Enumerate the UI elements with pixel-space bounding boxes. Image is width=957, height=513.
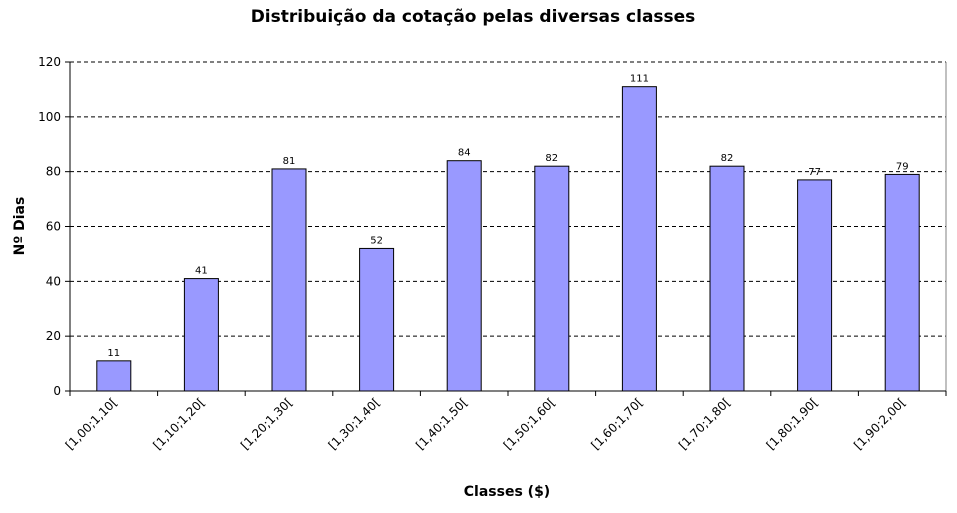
y-tick-label: 20 <box>46 329 61 343</box>
category-label: [1,40;1,50[ <box>413 395 470 452</box>
data-label: 84 <box>458 148 471 159</box>
category-label: [1,50;1,60[ <box>501 395 558 452</box>
category-label: [1,60;1,70[ <box>588 395 645 452</box>
data-label: 82 <box>721 153 734 164</box>
y-tick-label: 0 <box>53 384 61 398</box>
data-label: 41 <box>195 266 208 277</box>
category-label: [1,30;1,40[ <box>326 395 383 452</box>
y-tick-label: 100 <box>38 110 61 124</box>
category-label: [1,70;1,80[ <box>676 395 733 452</box>
bar <box>183 278 219 392</box>
bar <box>534 165 570 392</box>
bar <box>359 247 395 392</box>
category-label: [1,20;1,30[ <box>238 395 295 452</box>
bar <box>621 86 657 392</box>
data-label: 81 <box>283 156 296 167</box>
y-tick-label: 60 <box>46 220 61 234</box>
bar <box>884 173 920 392</box>
data-label: 79 <box>896 161 909 172</box>
y-tick-label: 40 <box>46 274 61 288</box>
category-label: [1,00;1,10[ <box>63 395 120 452</box>
y-tick-label: 120 <box>38 55 61 69</box>
chart-title: Distribuição da cotação pelas diversas c… <box>251 7 696 27</box>
bar <box>271 168 307 392</box>
bar <box>709 165 745 392</box>
bar <box>446 160 482 392</box>
data-label: 77 <box>808 167 821 178</box>
bar <box>797 179 833 392</box>
data-label: 52 <box>370 235 383 246</box>
y-axis-title: Nº Dias <box>12 197 28 256</box>
category-label: [1,10;1,20[ <box>150 395 207 452</box>
x-axis-title: Classes ($) <box>464 484 550 500</box>
y-tick-label: 80 <box>46 165 61 179</box>
data-label: 11 <box>107 348 120 359</box>
bar <box>96 360 132 392</box>
data-label: 111 <box>630 74 649 85</box>
category-label: [1,80;1,90[ <box>764 395 821 452</box>
category-label: [1,90;2,00[ <box>851 395 908 452</box>
plot-area: 0 20 40 60 80 100 120 11 [1,00;1,10[ 41 [1,10;1,20… <box>38 55 947 452</box>
data-label: 82 <box>545 153 558 164</box>
